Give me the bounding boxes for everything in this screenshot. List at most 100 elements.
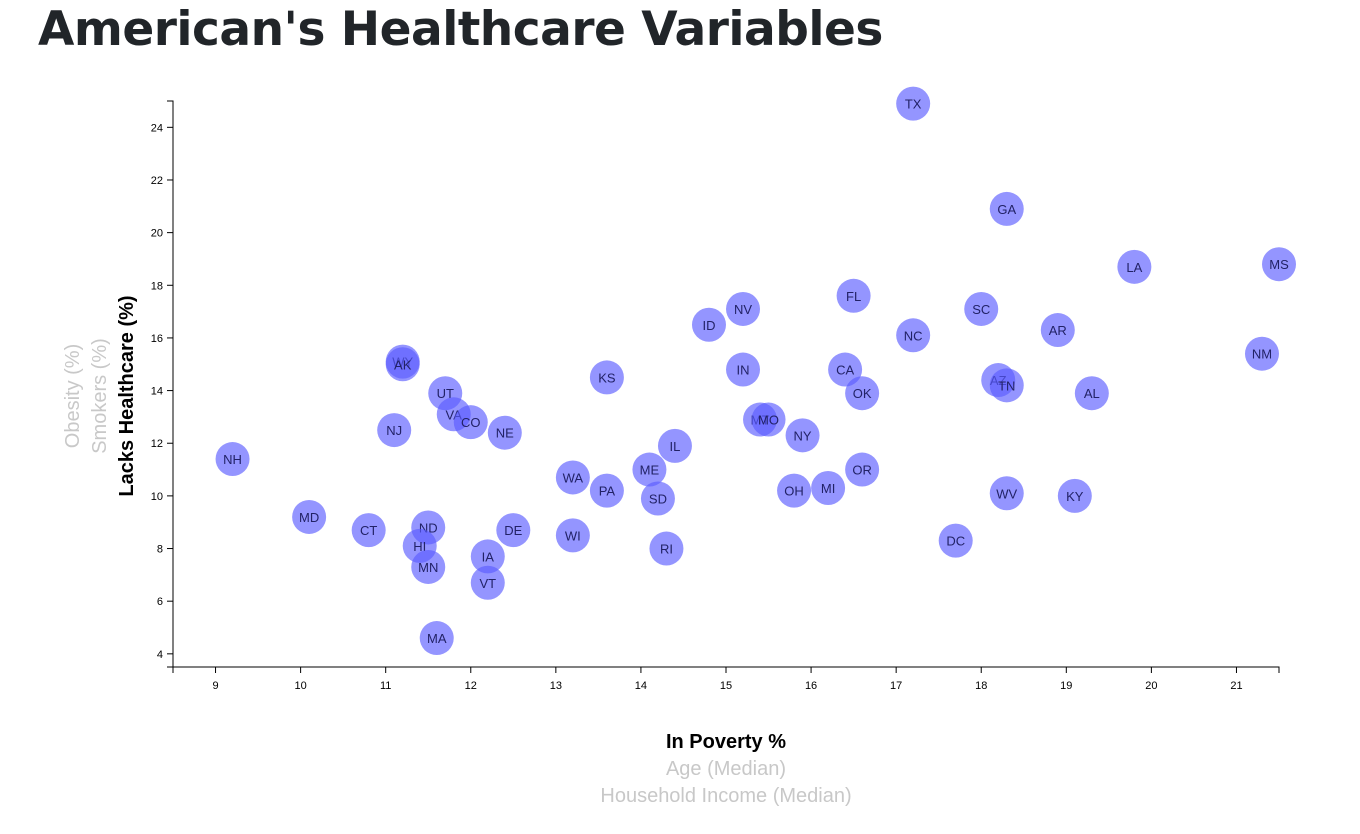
state-point-ny[interactable]: NY (785, 418, 820, 453)
state-circle[interactable] (555, 460, 590, 495)
state-point-nj[interactable]: NJ (377, 413, 412, 448)
state-circle[interactable] (215, 442, 250, 477)
state-point-ks[interactable]: KS (589, 360, 624, 395)
state-circle[interactable] (938, 523, 973, 558)
state-point-ma[interactable]: MA (419, 621, 454, 656)
y-axis-title-option[interactable]: Smokers (%) (89, 338, 111, 454)
state-point-ia[interactable]: IA (470, 539, 505, 574)
x-tick-label: 10 (294, 680, 306, 692)
state-circle[interactable] (419, 621, 454, 656)
state-circle[interactable] (351, 513, 386, 548)
state-circle[interactable] (411, 549, 446, 584)
state-point-or[interactable]: OR (845, 452, 880, 487)
state-label: DE (504, 523, 522, 538)
state-point-wi[interactable]: WI (555, 518, 590, 553)
state-point-vt[interactable]: VT (470, 565, 505, 600)
state-circle[interactable] (751, 402, 786, 437)
state-circle[interactable] (1117, 249, 1152, 284)
state-point-id[interactable]: ID (691, 307, 726, 342)
state-point-oh[interactable]: OH (777, 473, 812, 508)
y-axis-title-option[interactable]: Lacks Healthcare (%) (116, 295, 138, 496)
state-circle[interactable] (726, 291, 761, 326)
state-point-me[interactable]: ME (632, 452, 667, 487)
state-point-la[interactable]: LA (1117, 249, 1152, 284)
state-circle[interactable] (726, 352, 761, 387)
state-circle[interactable] (785, 418, 820, 453)
state-point-dc[interactable]: DC (938, 523, 973, 558)
state-circle[interactable] (989, 368, 1024, 403)
state-point-wv[interactable]: WV (989, 476, 1024, 511)
state-point-ne[interactable]: NE (487, 415, 522, 450)
state-label: NV (734, 302, 752, 317)
state-circle[interactable] (649, 531, 684, 566)
state-point-tx[interactable]: TX (896, 86, 931, 121)
state-point-md[interactable]: MD (292, 499, 327, 534)
state-circle[interactable] (496, 513, 531, 548)
state-point-pa[interactable]: PA (589, 473, 624, 508)
state-point-nc[interactable]: NC (896, 318, 931, 353)
state-circle[interactable] (845, 376, 880, 411)
state-circle[interactable] (1057, 478, 1092, 513)
state-circle[interactable] (589, 473, 624, 508)
state-circle[interactable] (470, 539, 505, 574)
state-circle[interactable] (657, 428, 692, 463)
x-axis-title-option[interactable]: Age (Median) (666, 758, 786, 780)
y-axis-title-option[interactable]: Obesity (%) (62, 344, 84, 448)
state-point-il[interactable]: IL (657, 428, 692, 463)
state-point-ga[interactable]: GA (989, 191, 1024, 226)
state-point-ky[interactable]: KY (1057, 478, 1092, 513)
state-circle[interactable] (640, 481, 675, 516)
state-circle[interactable] (377, 413, 412, 448)
state-circle[interactable] (811, 470, 846, 505)
state-point-tn[interactable]: TN (989, 368, 1024, 403)
state-circle[interactable] (1244, 336, 1279, 371)
state-circle[interactable] (470, 565, 505, 600)
state-circle[interactable] (487, 415, 522, 450)
state-label: SC (972, 302, 990, 317)
x-axis-title-option[interactable]: Household Income (Median) (600, 785, 851, 807)
state-circle[interactable] (1074, 376, 1109, 411)
x-tick-label: 11 (380, 680, 391, 692)
state-circle[interactable] (896, 86, 931, 121)
state-point-ok[interactable]: OK (845, 376, 880, 411)
state-point-sd[interactable]: SD (640, 481, 675, 516)
state-circle[interactable] (453, 405, 488, 440)
state-point-fl[interactable]: FL (836, 278, 871, 313)
state-point-mo[interactable]: MO (751, 402, 786, 437)
state-circle[interactable] (964, 291, 999, 326)
state-point-ak[interactable]: AK (385, 347, 420, 382)
state-circle[interactable] (836, 278, 871, 313)
state-point-wa[interactable]: WA (555, 460, 590, 495)
state-point-ca[interactable]: CA (828, 352, 863, 387)
state-circle[interactable] (632, 452, 667, 487)
state-circle[interactable] (845, 452, 880, 487)
state-point-ct[interactable]: CT (351, 513, 386, 548)
x-axis-title-option[interactable]: In Poverty % (666, 731, 786, 753)
state-point-de[interactable]: DE (496, 513, 531, 548)
state-circle[interactable] (896, 318, 931, 353)
state-circle[interactable] (1262, 247, 1296, 282)
state-circle[interactable] (691, 307, 726, 342)
state-circle[interactable] (989, 191, 1024, 226)
y-tick-label: 14 (151, 386, 163, 398)
state-circle[interactable] (555, 518, 590, 553)
state-point-in[interactable]: IN (726, 352, 761, 387)
state-circle[interactable] (1040, 313, 1075, 348)
state-point-nm[interactable]: NM (1244, 336, 1279, 371)
state-circle[interactable] (777, 473, 812, 508)
state-point-al[interactable]: AL (1074, 376, 1109, 411)
state-circle[interactable] (385, 347, 420, 382)
state-circle[interactable] (292, 499, 327, 534)
state-point-mn[interactable]: MN (411, 549, 446, 584)
state-circle[interactable] (989, 476, 1024, 511)
state-point-nv[interactable]: NV (726, 291, 761, 326)
state-point-ar[interactable]: AR (1040, 313, 1075, 348)
state-point-sc[interactable]: SC (964, 291, 999, 326)
state-point-mi[interactable]: MI (811, 470, 846, 505)
state-circle[interactable] (589, 360, 624, 395)
state-point-co[interactable]: CO (453, 405, 488, 440)
state-circle[interactable] (828, 352, 863, 387)
state-point-nh[interactable]: NH (215, 442, 250, 477)
state-point-ri[interactable]: RI (649, 531, 684, 566)
state-point-ms[interactable]: MS (1262, 247, 1296, 282)
